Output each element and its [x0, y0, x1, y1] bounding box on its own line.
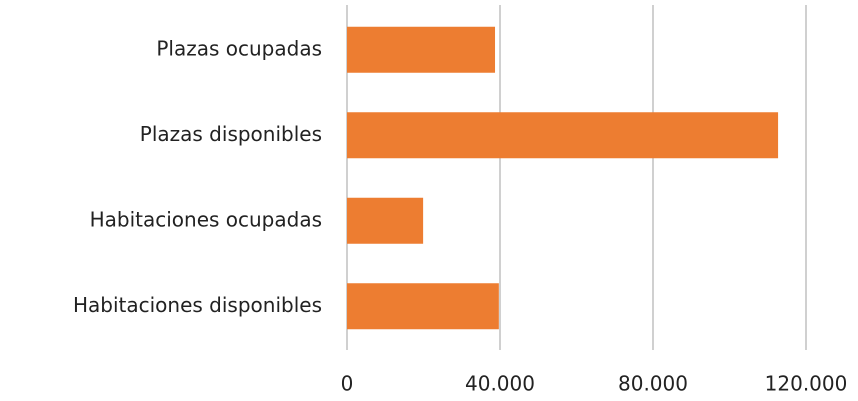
x-tick-label: 0 — [341, 372, 354, 396]
y-tick-label: Plazas ocupadas — [156, 36, 322, 60]
y-tick-label: Habitaciones disponibles — [73, 293, 322, 317]
bar — [347, 283, 499, 330]
y-tick-label: Plazas disponibles — [140, 122, 322, 146]
x-tick-label: 80.000 — [618, 372, 688, 396]
x-tick-label: 120.000 — [765, 372, 848, 396]
bar — [347, 197, 424, 244]
x-tick-label: 40.000 — [465, 372, 535, 396]
y-tick-label: Habitaciones ocupadas — [90, 207, 322, 231]
bar — [347, 26, 496, 73]
bar — [347, 112, 779, 159]
